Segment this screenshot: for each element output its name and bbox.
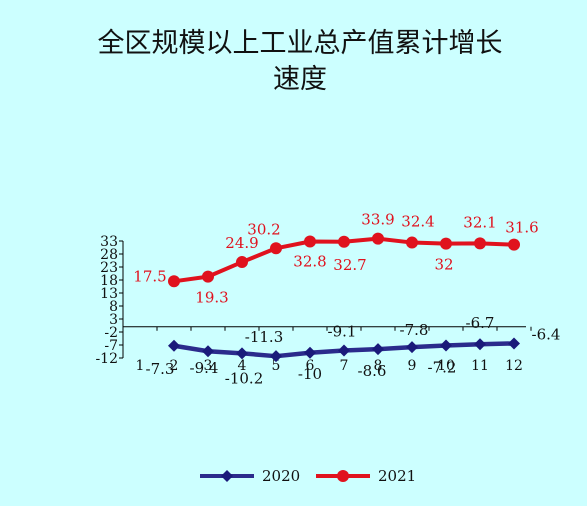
chart-title: 全区规模以上工业总产值累计增长 速度 <box>98 28 503 95</box>
chart-title-line-1: 全区规模以上工业总产值累计增长 <box>98 28 503 59</box>
data-label-2020: -6.7 <box>466 314 495 332</box>
point-2021 <box>406 236 418 249</box>
legend: 2020 2021 <box>200 467 416 485</box>
point-2021 <box>440 237 452 250</box>
x-tick-label: 10 <box>437 358 455 374</box>
x-tick-label: 3 <box>204 358 213 374</box>
legend-marker-2020 <box>221 470 233 482</box>
x-tick-label: 11 <box>471 358 489 374</box>
x-tick-label: 12 <box>505 358 523 374</box>
data-label-2020: -11.3 <box>245 328 283 346</box>
data-label-2020: -8.6 <box>358 362 387 380</box>
y-tick-label: 8 <box>109 299 118 315</box>
data-label-2021: 17.5 <box>133 267 166 285</box>
y-tick-label: -2 <box>104 325 118 341</box>
x-tick-label: 1 <box>136 358 145 374</box>
data-label-2021: 33.9 <box>361 211 394 229</box>
point-2020 <box>406 341 418 354</box>
point-2021 <box>338 235 350 248</box>
x-tick-label: 9 <box>408 358 417 374</box>
point-2020 <box>372 343 384 356</box>
x-tick-label: 7 <box>340 358 349 374</box>
point-2020 <box>202 345 214 358</box>
legend-label-2021: 2021 <box>378 467 416 485</box>
x-tick-label: 5 <box>272 358 281 374</box>
data-label-2021: 30.2 <box>247 220 280 238</box>
y-tick-label: -12 <box>95 351 118 367</box>
point-2020 <box>440 339 452 352</box>
y-tick-label: 33 <box>100 234 118 250</box>
legend-marker-2021 <box>337 470 349 482</box>
point-2021 <box>236 256 248 269</box>
point-2021 <box>474 237 486 250</box>
point-2020 <box>338 344 350 357</box>
data-label-2020: -6.4 <box>532 325 561 343</box>
y-tick-label: 28 <box>100 247 118 263</box>
y-tick-label: -7 <box>104 338 118 354</box>
data-label-2020: -10.2 <box>225 369 263 387</box>
data-labels: -7.3 -9.4 -10.2 -11.3 -10 -9.1 -8.6 -7.8 -7.2 -6.… <box>133 211 560 388</box>
x-tick-label: 8 <box>374 358 383 374</box>
data-label-2020: -10 <box>298 365 322 383</box>
data-label-2020: -9.1 <box>328 322 357 340</box>
point-2020 <box>270 350 282 363</box>
data-label-2021: 31.6 <box>505 219 538 237</box>
y-tick-label: 18 <box>100 273 118 289</box>
point-2020 <box>168 339 180 352</box>
point-2021 <box>508 238 520 251</box>
x-tick-label: 2 <box>170 358 179 374</box>
point-2021 <box>372 232 384 245</box>
y-tick-label: 3 <box>109 312 118 328</box>
series-group <box>168 232 520 363</box>
data-label-2021: 32 <box>434 256 453 274</box>
point-2021 <box>202 270 214 283</box>
x-tick-label: 4 <box>238 358 247 374</box>
data-label-2021: 32.8 <box>293 253 326 271</box>
data-label-2021: 19.3 <box>195 289 228 307</box>
point-2020 <box>474 338 486 351</box>
x-tick-label: 6 <box>306 358 315 374</box>
point-2020 <box>508 337 520 350</box>
point-2020 <box>304 346 316 359</box>
chart-title-line-2: 速度 <box>273 64 327 95</box>
data-label-2021: 32.1 <box>463 213 496 231</box>
data-label-2020: -7.8 <box>400 321 429 339</box>
data-label-2020: -7.3 <box>146 360 175 378</box>
data-label-2021: 32.4 <box>401 213 434 231</box>
point-2021 <box>270 242 282 255</box>
data-label-2020: -7.2 <box>428 359 457 377</box>
legend-label-2020: 2020 <box>262 467 300 485</box>
data-label-2021: 24.9 <box>225 234 258 252</box>
point-2020 <box>236 347 248 360</box>
data-label-2021: 32.7 <box>333 256 366 274</box>
data-label-2020: -9.4 <box>190 359 219 377</box>
y-tick-label: 13 <box>100 286 118 302</box>
point-2021 <box>168 275 180 288</box>
y-tick-label: 23 <box>100 260 118 276</box>
point-2021 <box>304 235 316 248</box>
